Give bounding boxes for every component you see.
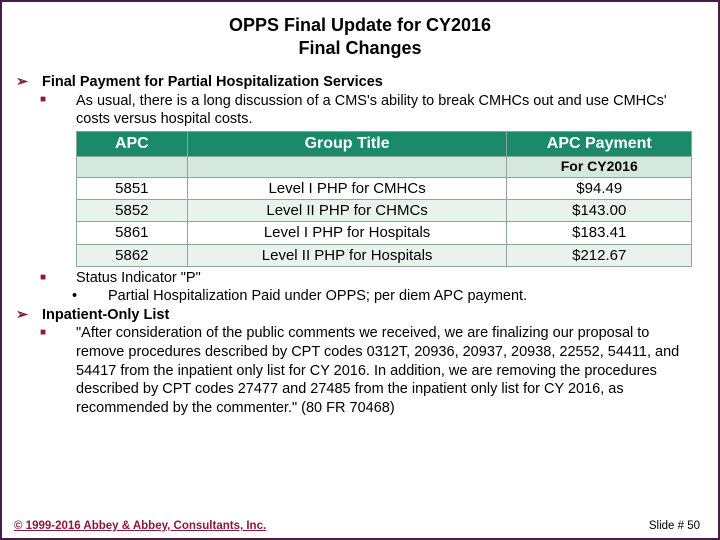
section-1-bullet-2: ■Status Indicator "P" <box>22 269 698 288</box>
cell-title: Level I PHP for Hospitals <box>187 222 507 244</box>
section-1-header-text: Final Payment for Partial Hospitalizatio… <box>42 74 383 90</box>
copyright-footer: © 1999-2016 Abbey & Abbey, Consultants, … <box>14 520 266 532</box>
sub-c2 <box>187 157 507 178</box>
section-1-header: ➢Final Payment for Partial Hospitalizati… <box>22 73 698 92</box>
cell-pay: $94.49 <box>507 178 692 200</box>
table-row: 5862 Level II PHP for Hospitals $212.67 <box>77 244 692 266</box>
square-icon: ■ <box>58 94 76 107</box>
th-apc: APC <box>77 131 188 156</box>
cell-apc: 5861 <box>77 222 188 244</box>
section-1-bullet-2-dot-1-text: Partial Hospitalization Paid under OPPS;… <box>108 288 527 304</box>
title-line-2: Final Changes <box>22 37 698 60</box>
cell-pay: $212.67 <box>507 244 692 266</box>
slide-title: OPPS Final Update for CY2016 Final Chang… <box>22 14 698 59</box>
table-row: 5851 Level I PHP for CMHCs $94.49 <box>77 178 692 200</box>
section-2-header: ➢Inpatient-Only List <box>22 306 698 325</box>
cell-apc: 5851 <box>77 178 188 200</box>
table-header-row: APC Group Title APC Payment <box>77 131 692 156</box>
section-1-bullet-1: ■As usual, there is a long discussion of… <box>22 92 698 129</box>
cell-apc: 5862 <box>77 244 188 266</box>
cell-pay: $183.41 <box>507 222 692 244</box>
table-row: 5861 Level I PHP for Hospitals $183.41 <box>77 222 692 244</box>
cell-title: Level II PHP for CHMCs <box>187 200 507 222</box>
title-line-1: OPPS Final Update for CY2016 <box>22 14 698 37</box>
section-1-bullet-1-text: As usual, there is a long discussion of … <box>76 93 667 128</box>
slide: OPPS Final Update for CY2016 Final Chang… <box>2 2 718 538</box>
table-row: 5852 Level II PHP for CHMCs $143.00 <box>77 200 692 222</box>
section-1-bullet-2-text: Status Indicator "P" <box>76 270 201 286</box>
square-icon: ■ <box>58 272 76 285</box>
dot-icon: • <box>90 287 108 306</box>
square-icon: ■ <box>58 327 76 340</box>
arrow-icon: ➢ <box>22 306 42 325</box>
section-2-bullet-1: ■"After consideration of the public comm… <box>22 324 698 417</box>
cell-apc: 5852 <box>77 200 188 222</box>
th-apc-payment: APC Payment <box>507 131 692 156</box>
slide-body: ➢Final Payment for Partial Hospitalizati… <box>22 73 698 417</box>
section-2-header-text: Inpatient-Only List <box>42 307 169 323</box>
cell-title: Level II PHP for Hospitals <box>187 244 507 266</box>
slide-number: Slide # 50 <box>649 520 700 532</box>
section-2-bullet-1-text: "After consideration of the public comme… <box>76 325 679 415</box>
apc-table: APC Group Title APC Payment For CY2016 5… <box>76 131 692 267</box>
table-subheader-row: For CY2016 <box>77 157 692 178</box>
section-1-bullet-2-dot-1: •Partial Hospitalization Paid under OPPS… <box>22 287 698 306</box>
th-group-title: Group Title <box>187 131 507 156</box>
cell-pay: $143.00 <box>507 200 692 222</box>
sub-c3: For CY2016 <box>507 157 692 178</box>
sub-c1 <box>77 157 188 178</box>
arrow-icon: ➢ <box>22 73 42 92</box>
cell-title: Level I PHP for CMHCs <box>187 178 507 200</box>
